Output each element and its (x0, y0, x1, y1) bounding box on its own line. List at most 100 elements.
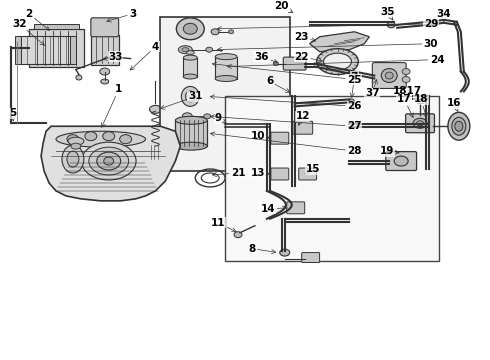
Text: 35: 35 (380, 7, 394, 20)
Text: 11: 11 (211, 218, 236, 232)
FancyBboxPatch shape (302, 253, 319, 262)
Ellipse shape (381, 68, 397, 82)
Ellipse shape (175, 142, 207, 150)
FancyBboxPatch shape (271, 168, 289, 180)
Ellipse shape (323, 53, 351, 70)
Bar (34, 24, 79, 29)
Text: 14: 14 (261, 204, 287, 214)
FancyBboxPatch shape (372, 63, 406, 89)
Ellipse shape (175, 116, 207, 124)
Text: 34: 34 (437, 9, 451, 22)
FancyBboxPatch shape (147, 142, 164, 163)
Text: 9: 9 (215, 113, 226, 123)
Ellipse shape (81, 142, 136, 180)
Ellipse shape (120, 135, 132, 144)
Ellipse shape (280, 249, 290, 256)
Text: 26: 26 (210, 95, 362, 111)
Text: 33: 33 (103, 51, 123, 62)
Ellipse shape (402, 68, 410, 75)
Ellipse shape (234, 232, 242, 238)
Ellipse shape (97, 152, 121, 170)
Text: 12: 12 (295, 111, 310, 125)
FancyBboxPatch shape (271, 132, 289, 144)
Ellipse shape (100, 68, 110, 75)
Ellipse shape (183, 74, 197, 79)
Text: 25: 25 (212, 62, 362, 85)
Bar (19, 36, 74, 64)
Text: 37: 37 (365, 80, 380, 98)
Text: 1: 1 (101, 85, 122, 127)
Ellipse shape (21, 42, 29, 54)
FancyBboxPatch shape (293, 121, 313, 134)
Ellipse shape (215, 54, 237, 60)
Ellipse shape (348, 99, 354, 104)
Text: 22: 22 (294, 51, 322, 62)
Bar (91, 35, 119, 64)
Ellipse shape (448, 112, 470, 140)
Text: 31: 31 (161, 91, 202, 109)
Text: 1817: 1817 (392, 86, 422, 96)
Text: 28: 28 (210, 132, 362, 156)
FancyBboxPatch shape (91, 18, 119, 37)
Ellipse shape (176, 18, 204, 40)
Ellipse shape (385, 72, 393, 79)
Ellipse shape (317, 49, 358, 75)
Text: 5: 5 (10, 108, 17, 121)
Text: 3: 3 (107, 9, 136, 22)
Bar (183, 58, 197, 77)
Text: 16: 16 (446, 98, 461, 111)
Polygon shape (310, 32, 369, 51)
Ellipse shape (204, 114, 211, 119)
Text: 36: 36 (255, 51, 278, 63)
Ellipse shape (89, 147, 128, 175)
Text: 15: 15 (305, 164, 320, 174)
Ellipse shape (206, 47, 213, 52)
Ellipse shape (183, 55, 197, 60)
Text: 7: 7 (350, 72, 358, 97)
Ellipse shape (394, 156, 408, 166)
Text: 8: 8 (248, 244, 276, 254)
Text: 10: 10 (251, 131, 270, 141)
FancyBboxPatch shape (287, 202, 305, 214)
Text: 17: 17 (397, 94, 413, 117)
Ellipse shape (229, 30, 234, 34)
Polygon shape (41, 126, 180, 201)
Ellipse shape (67, 135, 79, 144)
Bar (160, 17, 290, 171)
Ellipse shape (76, 75, 82, 80)
Ellipse shape (215, 76, 237, 81)
Text: 21: 21 (212, 168, 245, 178)
Ellipse shape (104, 157, 114, 165)
Ellipse shape (67, 151, 79, 167)
FancyBboxPatch shape (299, 168, 317, 180)
Ellipse shape (211, 29, 219, 35)
Ellipse shape (68, 137, 84, 145)
Ellipse shape (185, 91, 196, 102)
Ellipse shape (455, 121, 463, 131)
Ellipse shape (56, 131, 146, 147)
Text: 2: 2 (25, 9, 49, 30)
Ellipse shape (178, 46, 192, 54)
Text: 32: 32 (12, 19, 45, 45)
FancyBboxPatch shape (283, 57, 306, 70)
Bar (15, 36, 21, 64)
Bar (70, 36, 76, 64)
Text: 29: 29 (218, 19, 438, 31)
Ellipse shape (273, 62, 278, 66)
FancyBboxPatch shape (406, 114, 435, 133)
Ellipse shape (182, 48, 189, 51)
Ellipse shape (149, 105, 161, 113)
Text: 24: 24 (227, 55, 444, 68)
Ellipse shape (62, 145, 84, 173)
Text: 4: 4 (130, 42, 159, 70)
FancyBboxPatch shape (386, 152, 416, 171)
Ellipse shape (387, 22, 395, 28)
Text: 18: 18 (414, 94, 428, 117)
Bar (225, 96, 439, 261)
Ellipse shape (182, 113, 192, 120)
Text: 27: 27 (210, 114, 362, 131)
Ellipse shape (413, 118, 427, 128)
Text: 6: 6 (266, 76, 290, 93)
Bar (175, 120, 207, 146)
Ellipse shape (85, 132, 97, 141)
